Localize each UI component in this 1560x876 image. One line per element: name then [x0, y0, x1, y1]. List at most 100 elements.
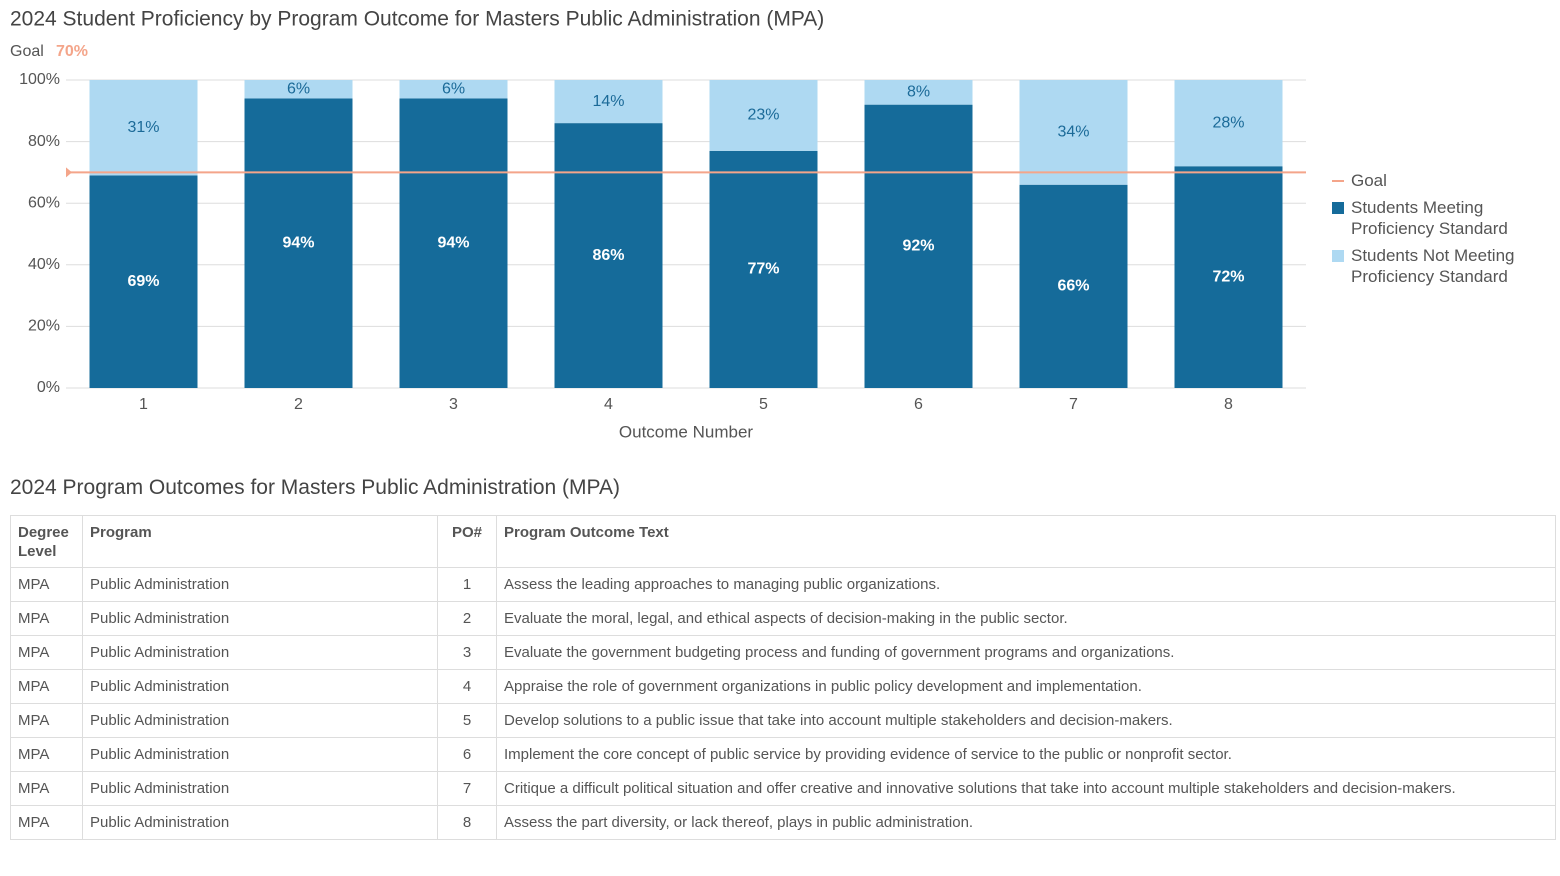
value-label: 31%	[127, 119, 159, 136]
table-cell: 1	[437, 567, 497, 602]
table-cell: Public Administration	[82, 567, 438, 602]
bar-segment	[554, 80, 663, 124]
table-row: MPA Public Administration 6 Implement the c…	[10, 737, 1556, 772]
table-cell: MPA	[10, 567, 83, 602]
table-title: 2024 Program Outcomes for Masters Public…	[10, 476, 620, 499]
table-cell: Assess the leading approaches to managin…	[496, 567, 1556, 602]
legend: Goal Students Meeting Proficiency Standar…	[1332, 170, 1532, 293]
y-tick-label: 20%	[28, 318, 60, 335]
outcomes-table: Degree Level Program PO# Program Outcome Te…	[10, 515, 1556, 840]
table-cell: Public Administration	[82, 703, 438, 738]
legend-item: Students Not Meeting Proficiency Standar…	[1332, 245, 1532, 287]
value-label: 28%	[1212, 114, 1244, 131]
table-cell: MPA	[10, 771, 83, 806]
legend-label: Students Not Meeting Proficiency Standar…	[1351, 246, 1515, 286]
bar-segment	[1019, 80, 1128, 185]
table-cell: Public Administration	[82, 771, 438, 806]
goal-marker	[66, 167, 72, 178]
table-cell: 5	[437, 703, 497, 738]
table-cell: Public Administration	[82, 635, 438, 670]
bar-segment	[709, 80, 818, 151]
table-cell: Public Administration	[82, 601, 438, 636]
bar-segment	[244, 80, 353, 99]
value-label: 14%	[592, 93, 624, 110]
value-label: 86%	[592, 247, 624, 264]
table-cell: Critique a difficult political situation…	[496, 771, 1556, 806]
bar-segment	[709, 150, 818, 388]
table-cell: 7	[437, 771, 497, 806]
value-label: 77%	[747, 261, 779, 278]
bar-segment	[1174, 166, 1283, 388]
value-label: 66%	[1057, 278, 1089, 295]
value-label: 94%	[437, 234, 469, 251]
table-cell: 2	[437, 601, 497, 636]
table-cell: MPA	[10, 703, 83, 738]
goal-value: 70%	[56, 43, 88, 60]
bar-segment	[1174, 80, 1283, 167]
table-cell: Public Administration	[82, 805, 438, 840]
table-row: MPA Public Administration 5 Develop solutio…	[10, 703, 1556, 738]
table-cell: Assess the part diversity, or lack there…	[496, 805, 1556, 840]
table-cell: Evaluate the government budgeting proces…	[496, 635, 1556, 670]
legend-swatch	[1332, 202, 1344, 214]
legend-label: Students Meeting Proficiency Standard	[1351, 198, 1508, 238]
y-tick-label: 80%	[28, 133, 60, 150]
table-cell: MPA	[10, 601, 83, 636]
bar-segment	[89, 175, 198, 388]
x-tick-label: 8	[1224, 396, 1233, 413]
x-tick-label: 1	[139, 396, 148, 413]
bar-segment	[399, 98, 508, 388]
table-cell: 3	[437, 635, 497, 670]
legend-swatch	[1332, 250, 1344, 262]
legend-item: Students Meeting Proficiency Standard	[1332, 197, 1532, 239]
table-cell: Appraise the role of government organiza…	[496, 669, 1556, 704]
table-cell: Public Administration	[82, 737, 438, 772]
legend-label: Goal	[1351, 171, 1387, 190]
value-label: 8%	[907, 84, 930, 101]
bar-segment	[864, 80, 973, 105]
value-label: 94%	[282, 234, 314, 251]
column-header: Program	[82, 515, 438, 568]
y-tick-label: 0%	[37, 379, 60, 396]
bar-segment	[89, 80, 198, 176]
table-cell: Develop solutions to a public issue that…	[496, 703, 1556, 738]
table-cell: 8	[437, 805, 497, 840]
table-row: MPA Public Administration 7 Critique a diff…	[10, 771, 1556, 806]
table-cell: MPA	[10, 737, 83, 772]
table-cell: 6	[437, 737, 497, 772]
legend-item: Goal	[1332, 170, 1532, 191]
y-tick-label: 60%	[28, 194, 60, 211]
table-row: MPA Public Administration 1 Assess the lead…	[10, 567, 1556, 602]
legend-dash	[1332, 180, 1344, 182]
table-cell: Evaluate the moral, legal, and ethical a…	[496, 601, 1556, 636]
bar-segment	[244, 98, 353, 388]
table-row: MPA Public Administration 2 Evaluate the mo…	[10, 601, 1556, 636]
table-row: MPA Public Administration 3 Evaluate the go…	[10, 635, 1556, 670]
bar-segment	[864, 104, 973, 388]
value-label: 69%	[127, 273, 159, 290]
column-header: PO#	[437, 515, 497, 568]
goal-caption: Goal	[10, 43, 44, 60]
table-cell: Implement the core concept of public ser…	[496, 737, 1556, 772]
chart: 2024 Student Proficiency by Program Outc…	[10, 8, 1306, 441]
value-label: 34%	[1057, 124, 1089, 141]
value-label: 23%	[747, 107, 779, 124]
table-cell: MPA	[10, 805, 83, 840]
value-label: 72%	[1212, 268, 1244, 285]
table-cell: MPA	[10, 635, 83, 670]
x-axis-title: Outcome Number	[619, 422, 753, 441]
table-cell: Public Administration	[82, 669, 438, 704]
bar-segment	[399, 80, 508, 99]
column-header: Program Outcome Text	[496, 515, 1556, 568]
y-tick-label: 100%	[19, 71, 60, 88]
y-tick-label: 40%	[28, 256, 60, 273]
table-row: MPA Public Administration 4 Appraise the ro…	[10, 669, 1556, 704]
bar-segment	[554, 123, 663, 389]
x-tick-label: 6	[914, 396, 923, 413]
value-label: 6%	[442, 80, 465, 97]
column-header: Degree Level	[10, 515, 83, 568]
x-tick-label: 3	[449, 396, 458, 413]
table-cell: 4	[437, 669, 497, 704]
value-label: 92%	[902, 238, 934, 255]
